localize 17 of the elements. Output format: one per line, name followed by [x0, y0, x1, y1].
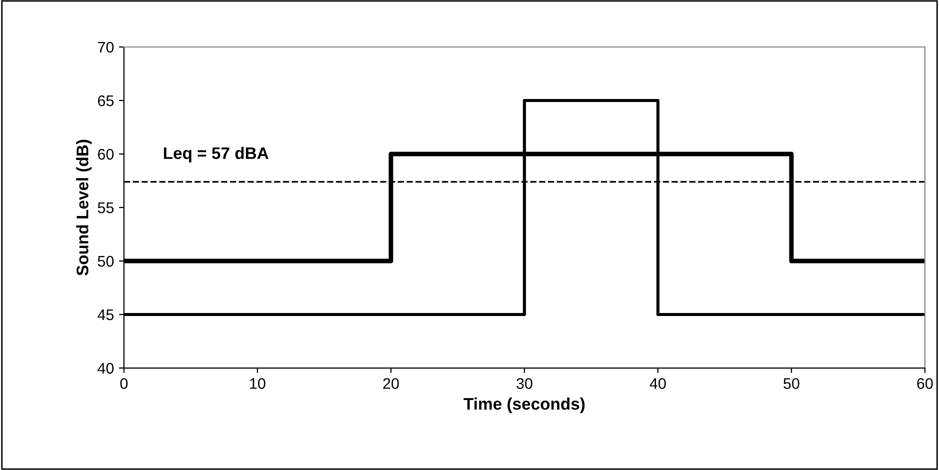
x-tick-label: 40: [650, 378, 666, 389]
x-tick-label: 50: [784, 378, 800, 389]
y-tick-label: 45: [98, 310, 114, 320]
x-tick-label: 20: [383, 378, 399, 389]
y-axis-title: Sound Level (dB): [76, 140, 92, 276]
y-tick-label: 55: [98, 202, 114, 214]
y-tick-label: 65: [98, 95, 114, 106]
ref-line-label: Leq = 57 dBA: [164, 146, 268, 162]
x-tick-label: 0: [120, 378, 128, 389]
y-tick-label: 40: [98, 362, 114, 374]
y-tick-label: 70: [98, 42, 114, 53]
x-tick-label: 60: [917, 378, 933, 389]
x-axis-title: Time (seconds): [464, 398, 585, 414]
y-tick-label: 50: [98, 256, 114, 267]
x-tick-label: 10: [250, 378, 266, 389]
x-tick-label: 30: [516, 378, 532, 389]
y-tick-label: 60: [98, 148, 114, 160]
